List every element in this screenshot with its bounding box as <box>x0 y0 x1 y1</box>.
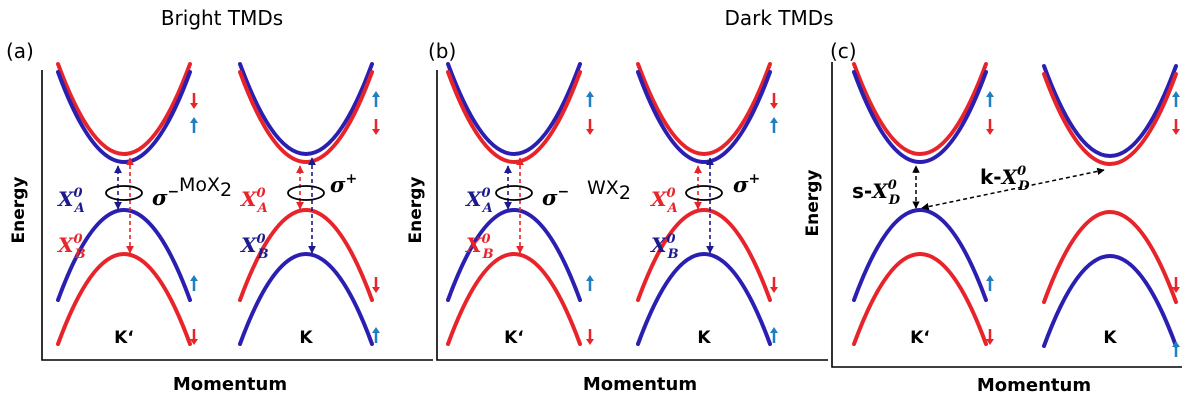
panel-a-valley-1-polarization-loop-icon <box>287 185 325 201</box>
panel-c-valley-0-spin-1-icon <box>986 119 994 135</box>
panel-b-valley-1-vb-lower-band <box>636 252 772 346</box>
panel-b-valley-0-vb-lower-band <box>446 252 582 346</box>
panel-c-valley-1-spin-2-icon <box>1172 277 1180 293</box>
panel-a-valley-1-cb-upper-band <box>238 62 374 156</box>
panel-c-spin-dark-exciton-label: s-X0 D <box>852 178 901 208</box>
panel-a-valley-0-vb-upper-band <box>56 208 192 302</box>
panel-a-valley-0-cb-lower-band <box>56 70 192 164</box>
panel-a-valley-0-polarization-label: σ− <box>152 184 179 210</box>
panel-b-valley-0-spin-2-icon <box>586 275 594 291</box>
panel-b-valley-1-polarization-label: σ+ <box>733 171 760 197</box>
panel-a-valley-1-spin-2-icon <box>372 277 380 293</box>
panel-a-valley-1-spin-0-icon <box>372 91 380 107</box>
panel-b-axes <box>436 70 828 361</box>
panel-a-valley-1-spin-1-icon <box>372 119 380 135</box>
panel-a-ylabel: Energy <box>9 177 29 244</box>
panel-a-axes <box>41 70 433 361</box>
panel-c-valley-0-spin-2-icon <box>986 275 994 291</box>
panel-c-valley-0-vb-upper-band <box>852 208 988 302</box>
panel-c-valley-0-name: K‘ <box>910 328 930 348</box>
panel-c-valley-0-vb-lower-band <box>852 252 988 346</box>
panel-b-valley-1-cb-lower-band <box>636 70 772 164</box>
header-bright: Bright TMDs <box>161 6 283 30</box>
panel-c-label: (c) <box>830 39 857 63</box>
panel-b-valley-0-spin-3-icon <box>586 329 594 345</box>
panel-b-valley-0-exciton-b-label: X0 B <box>464 232 494 262</box>
panel-c-xlabel: Momentum <box>977 375 1091 396</box>
panel-a-valley-0-spin-2-icon <box>190 275 198 291</box>
panel-a-valley-0-exciton-b-label: X0 B <box>56 232 86 262</box>
panel-c-valley-1-name: K <box>1103 328 1117 348</box>
panel-c-axes <box>831 62 1182 368</box>
panel-a-valley-1-exciton-a-label: X0 A <box>239 186 268 216</box>
panel-a-valley-1-exciton-b-label: X0 B <box>239 232 269 262</box>
panel-a-valley-0-spin-1-icon <box>190 117 198 133</box>
panel-c-valley-0-cb-upper-band <box>852 62 988 156</box>
panel-b-valley-1-spin-0-icon <box>770 93 778 109</box>
panel-b-valley-1-vb-upper-band <box>636 208 772 302</box>
panel-b-valley-1-spin-2-icon <box>770 277 778 293</box>
panel-a-valley-1-polarization-label: σ+ <box>330 171 357 197</box>
panel-b-valley-1-spin-1-icon <box>770 117 778 133</box>
panel-a-valley-0-polarization-loop-icon <box>105 185 143 201</box>
panel-c-valley-0-spin-3-icon <box>986 329 994 345</box>
panel-b-ylabel: Energy <box>406 177 426 244</box>
panel-a-valley-0-vb-lower-band <box>56 252 192 346</box>
panel-b-valley-0-name: K‘ <box>504 328 524 348</box>
panel-b-valley-0-polarization-loop-icon <box>495 185 533 201</box>
panel-c-valley-1-cb-upper-band <box>1042 64 1178 158</box>
panel-b-valley-1-polarization-loop-icon <box>685 185 723 201</box>
panel-a-valley-0-spin-0-icon <box>190 93 198 109</box>
panel-a-xlabel: Momentum <box>173 374 287 395</box>
panel-c-ylabel: Energy <box>803 170 823 237</box>
panel-c-momentum-dark-transition <box>921 167 1105 211</box>
panel-a-valley-1-vb-upper-band <box>238 208 374 302</box>
panel-a-valley-0-cb-upper-band <box>56 62 192 156</box>
panel-a-valley-0-exciton-a-label: X0 A <box>56 186 85 216</box>
panel-b-valley-1-exciton-b-label: X0 B <box>649 232 679 262</box>
panel-b-valley-1-exciton-a-label: X0 A <box>649 186 678 216</box>
panel-c-valley-1-spin-1-icon <box>1172 119 1180 135</box>
panel-b-valley-0-cb-upper-band <box>446 62 582 156</box>
panel-b-xlabel: Momentum <box>583 374 697 395</box>
panel-b-valley-0-exciton-a-label: X0 A <box>464 186 493 216</box>
panel-c-valley-1-vb-lower-band <box>1042 254 1178 348</box>
panel-b-valley-0-cb-lower-band <box>446 70 582 164</box>
panel-b-valley-1-spin-3-icon <box>770 327 778 343</box>
panel-c-valley-1-spin-0-icon <box>1172 91 1180 107</box>
panel-c-valley-0-spin-0-icon <box>986 91 994 107</box>
panel-a-valley-0-name: K‘ <box>114 328 134 348</box>
panel-c-valley-1-spin-3-icon <box>1172 341 1180 357</box>
panel-a-valley-0-spin-3-icon <box>190 329 198 345</box>
panel-c-valley-1-vb-upper-band <box>1042 210 1178 304</box>
panel-c-valley-1-cb-lower-band <box>1042 72 1178 166</box>
panel-a-valley-1-cb-lower-band <box>238 70 374 164</box>
panel-b-valley-0-spin-0-icon <box>586 91 594 107</box>
panel-a-valley-1-vb-lower-band <box>238 252 374 346</box>
header-dark: Dark TMDs <box>724 6 833 30</box>
panel-b-valley-0-polarization-label: σ− <box>542 184 569 210</box>
annotation-layer: K‘ X0 A X0 B σ− K X0 A X0 B σ+ K‘ X0 A X0 B σ− K X0 A X0 B σ+ K‘… <box>56 91 1180 357</box>
panel-b-valley-1-name: K <box>697 328 711 348</box>
panel-a-label: (a) <box>6 39 34 63</box>
panel-b-label: (b) <box>428 39 456 63</box>
panel-b-valley-1-cb-upper-band <box>636 62 772 156</box>
panel-c-valley-0-cb-lower-band <box>852 70 988 164</box>
band-structure-layer <box>41 62 1182 368</box>
panel-a-valley-1-name: K <box>299 328 313 348</box>
panel-a-valley-1-spin-3-icon <box>372 327 380 343</box>
panel-b-material: WX2 <box>587 177 631 204</box>
panel-b-valley-0-spin-1-icon <box>586 119 594 135</box>
panel-c-momentum-dark-exciton-label: k-X0 D <box>980 164 1030 194</box>
panel-b-valley-0-vb-upper-band <box>446 208 582 302</box>
panel-a-material: MoX2 <box>179 174 232 201</box>
